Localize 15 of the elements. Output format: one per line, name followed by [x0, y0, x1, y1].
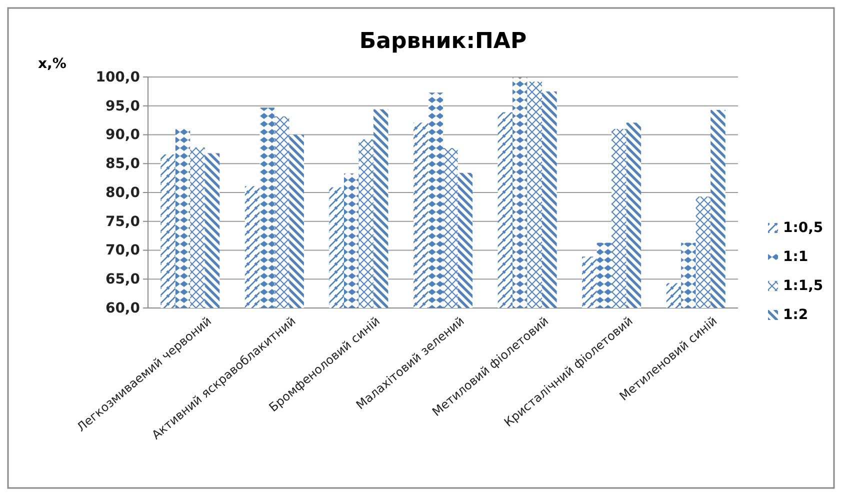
y-tick-label: 85,0 — [105, 156, 140, 172]
y-tick-label: 80,0 — [105, 184, 140, 201]
y-tick-label: 90,0 — [105, 127, 140, 144]
y-tick-label: 100,0 — [96, 69, 140, 86]
y-tick-label: 65,0 — [105, 272, 140, 288]
y-tick-label: 70,0 — [105, 242, 140, 259]
legend-label: 1:0,5 — [783, 220, 824, 236]
y-axis-title: x,% — [38, 56, 66, 72]
y-tick-label: 75,0 — [105, 214, 140, 230]
chart-title: Барвник:ПАР — [359, 29, 527, 54]
y-tick-label: 95,0 — [105, 98, 140, 114]
legend-label: 1:1,5 — [783, 278, 824, 294]
y-tick-label: 60,0 — [105, 300, 140, 316]
legend-label: 1:2 — [783, 307, 808, 323]
legend-label: 1:1 — [783, 249, 808, 265]
